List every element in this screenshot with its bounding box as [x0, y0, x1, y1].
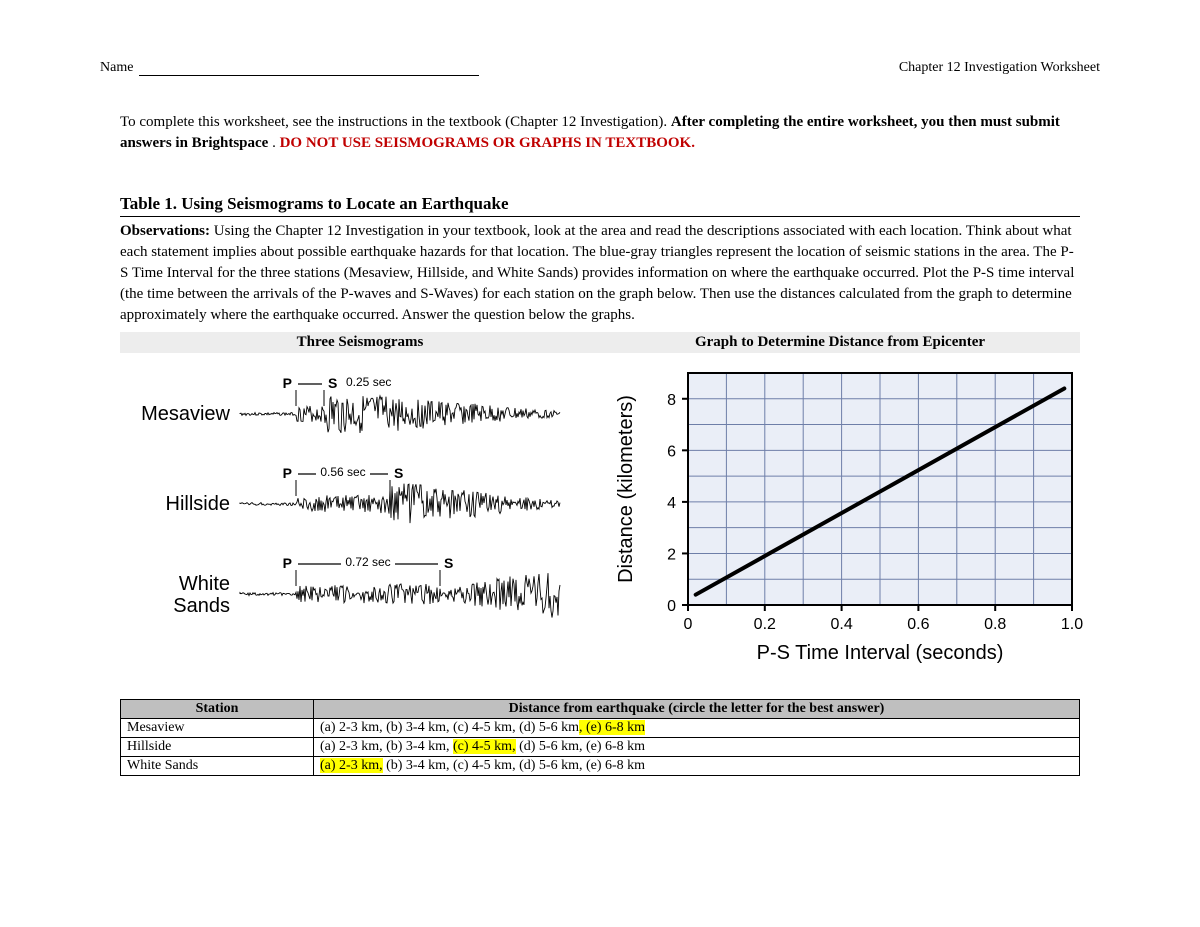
svg-text:0: 0 [667, 598, 676, 615]
svg-text:8: 8 [667, 392, 676, 409]
answer-option: (c) 4-5 km, [453, 739, 516, 754]
svg-text:S: S [444, 555, 453, 571]
observations-paragraph: Observations: Using the Chapter 12 Inves… [120, 221, 1080, 326]
table-row: Mesaview(a) 2-3 km, (b) 3-4 km, (c) 4-5 … [121, 719, 1080, 738]
answer-option: (d) 5-6 km, [519, 758, 586, 773]
svg-text:S: S [394, 465, 403, 481]
table-row: White Sands(a) 2-3 km, (b) 3-4 km, (c) 4… [121, 757, 1080, 776]
name-label: Name [100, 60, 133, 75]
svg-text:4: 4 [667, 495, 676, 512]
svg-text:0.56 sec: 0.56 sec [320, 465, 365, 479]
answer-option: (d) 5-6 km [519, 720, 579, 735]
options-cell: (a) 2-3 km, (b) 3-4 km, (c) 4-5 km, (d) … [314, 757, 1080, 776]
answer-option: (a) 2-3 km, [320, 758, 383, 773]
intro-paragraph: To complete this worksheet, see the inst… [120, 112, 1080, 154]
svg-text:0.2: 0.2 [754, 616, 776, 633]
svg-text:WhiteSands: WhiteSands [173, 573, 230, 617]
intro-text: To complete this worksheet, see the inst… [120, 114, 671, 130]
fig-header-left: Three Seismograms [120, 332, 600, 353]
svg-text:0.25 sec: 0.25 sec [346, 375, 391, 389]
name-field: Name [100, 60, 479, 76]
svg-text:P: P [283, 465, 292, 481]
station-cell: White Sands [121, 757, 314, 776]
station-cell: Hillside [121, 738, 314, 757]
answer-option: (a) 2-3 km, [320, 739, 386, 754]
answer-option: (d) 5-6 km, [516, 739, 586, 754]
answer-option: , (e) 6-8 km [579, 720, 645, 735]
svg-text:Hillside: Hillside [166, 493, 230, 515]
distance-chart-svg: 0 0.2 0.4 0.6 0.8 1.0 0 2 4 6 8 P-S Time Interval (… [610, 359, 1090, 669]
station-cell: Mesaview [121, 719, 314, 738]
svg-text:P: P [283, 555, 292, 571]
intro-period: . [272, 135, 280, 151]
answer-option: (b) 3-4 km, [386, 720, 453, 735]
observations-label: Observations: [120, 223, 214, 239]
answer-option: (b) 3-4 km, [383, 758, 453, 773]
answer-option: (b) 3-4 km, [386, 739, 453, 754]
answer-option: (e) 6-8 km [586, 739, 645, 754]
table-row: Hillside(a) 2-3 km, (b) 3-4 km, (c) 4-5 … [121, 738, 1080, 757]
answer-option: (c) 4-5 km, [453, 758, 519, 773]
answer-option: (e) 6-8 km [586, 758, 645, 773]
divider [120, 216, 1080, 217]
svg-text:0.8: 0.8 [984, 616, 1006, 633]
page-header: Name Chapter 12 Investigation Worksheet [100, 60, 1100, 76]
answer-table: Station Distance from earthquake (circle… [120, 699, 1080, 776]
svg-text:1.0: 1.0 [1061, 616, 1083, 633]
options-cell: (a) 2-3 km, (b) 3-4 km, (c) 4-5 km, (d) … [314, 738, 1080, 757]
observations-text: Using the Chapter 12 Investigation in yo… [120, 223, 1074, 323]
intro-warning: DO NOT USE SEISMOGRAMS OR GRAPHS IN TEXT… [280, 135, 695, 151]
seismograms-figure: Mesaview P S 0.25 sec Hillside P S 0.56 sec Whit… [120, 359, 590, 669]
worksheet-title: Chapter 12 Investigation Worksheet [899, 60, 1100, 76]
options-cell: (a) 2-3 km, (b) 3-4 km, (c) 4-5 km, (d) … [314, 719, 1080, 738]
col-header-distance: Distance from earthquake (circle the let… [314, 700, 1080, 719]
svg-text:2: 2 [667, 546, 676, 563]
svg-text:P-S Time Interval (seconds): P-S Time Interval (seconds) [757, 642, 1004, 664]
table1-title: Table 1. Using Seismograms to Locate an … [120, 194, 1080, 214]
svg-text:Mesaview: Mesaview [141, 403, 230, 425]
seismograms-svg: Mesaview P S 0.25 sec Hillside P S 0.56 sec Whit… [120, 359, 590, 649]
answer-option: (c) 4-5 km, [453, 720, 519, 735]
answer-option: (a) 2-3 km, [320, 720, 386, 735]
svg-text:0.6: 0.6 [907, 616, 929, 633]
distance-chart-figure: 0 0.2 0.4 0.6 0.8 1.0 0 2 4 6 8 P-S Time Interval (… [610, 359, 1090, 669]
svg-text:0: 0 [684, 616, 693, 633]
svg-text:0.72 sec: 0.72 sec [345, 555, 390, 569]
svg-text:Distance (kilometers): Distance (kilometers) [615, 395, 637, 583]
fig-header-right: Graph to Determine Distance from Epicent… [600, 332, 1080, 353]
figure-header-row: Three Seismograms Graph to Determine Dis… [120, 332, 1080, 353]
svg-text:P: P [283, 375, 292, 391]
col-header-station: Station [121, 700, 314, 719]
svg-text:0.4: 0.4 [830, 616, 852, 633]
name-blank-line [139, 75, 479, 76]
svg-text:S: S [328, 375, 337, 391]
figures-row: Mesaview P S 0.25 sec Hillside P S 0.56 sec Whit… [120, 359, 1080, 669]
svg-text:6: 6 [667, 443, 676, 460]
